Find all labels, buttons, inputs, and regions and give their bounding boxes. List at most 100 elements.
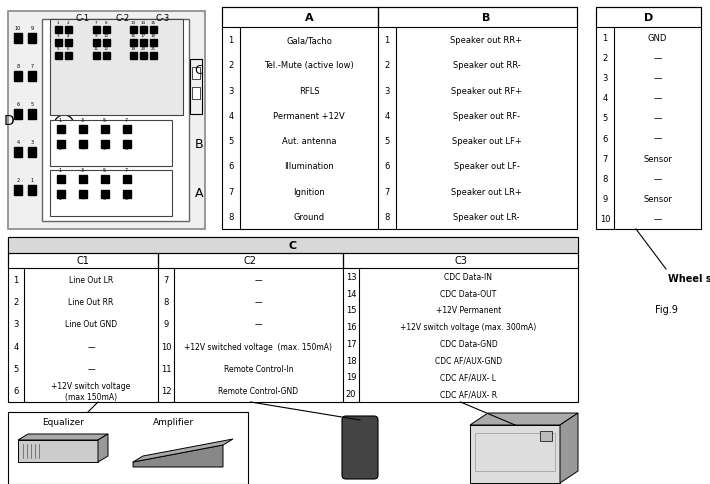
Text: —: —	[87, 342, 95, 351]
Text: 2: 2	[384, 61, 390, 70]
Text: Speaker out LF-: Speaker out LF-	[454, 162, 520, 171]
Bar	[57, 126, 65, 134]
Bar	[150, 40, 157, 47]
Bar	[28, 186, 36, 196]
Text: 1: 1	[58, 167, 62, 173]
Bar	[540, 431, 552, 441]
Bar	[55, 53, 62, 60]
Text: +12V switch voltage
(max 150mA): +12V switch voltage (max 150mA)	[51, 381, 131, 401]
Bar	[28, 34, 36, 44]
Text: Amplifier: Amplifier	[153, 418, 194, 426]
Text: Line Out GND: Line Out GND	[65, 319, 117, 329]
Text: 1: 1	[13, 275, 18, 284]
Bar	[8, 238, 578, 402]
Text: 8: 8	[602, 175, 608, 183]
Bar	[93, 27, 100, 34]
Bar	[50, 171, 172, 216]
Bar	[57, 141, 65, 149]
Bar	[55, 27, 62, 34]
Text: 18: 18	[346, 356, 356, 365]
Text: —: —	[255, 297, 262, 306]
Polygon shape	[18, 434, 108, 440]
Text: 20: 20	[141, 47, 146, 51]
Bar	[28, 148, 36, 158]
Bar	[8, 412, 248, 484]
Text: 5: 5	[57, 47, 60, 51]
Text: 5: 5	[229, 137, 234, 146]
Text: 9: 9	[31, 26, 33, 31]
Text: B: B	[195, 138, 203, 151]
Bar	[79, 126, 87, 134]
Text: 3: 3	[31, 140, 33, 145]
Bar	[103, 53, 110, 60]
Text: +12V switched voltage  (max. 150mA): +12V switched voltage (max. 150mA)	[185, 342, 332, 351]
Text: Speaker out RR+: Speaker out RR+	[451, 36, 523, 45]
Text: 6: 6	[229, 162, 234, 171]
Text: 5: 5	[13, 364, 18, 373]
Text: 8: 8	[124, 196, 128, 200]
Text: 4: 4	[602, 94, 608, 103]
Bar	[28, 72, 36, 82]
Text: 10: 10	[160, 342, 171, 351]
Text: 14: 14	[141, 21, 146, 25]
Bar	[158, 254, 343, 269]
Bar	[55, 40, 62, 47]
Text: RC 06: RC 06	[346, 483, 374, 484]
Bar	[103, 27, 110, 34]
Text: 7: 7	[124, 167, 128, 173]
Bar	[93, 53, 100, 60]
Text: —: —	[653, 54, 662, 62]
Text: 1: 1	[229, 36, 234, 45]
Text: GND: GND	[648, 33, 667, 43]
Text: 7: 7	[163, 275, 169, 284]
Bar	[596, 8, 701, 229]
Text: A: A	[195, 187, 203, 200]
Text: Gala/Tacho: Gala/Tacho	[286, 36, 332, 45]
Polygon shape	[133, 439, 233, 462]
Text: 11: 11	[94, 47, 99, 51]
Text: C1: C1	[77, 256, 89, 266]
Bar	[101, 141, 109, 149]
Text: 18: 18	[151, 34, 155, 38]
Text: 8: 8	[384, 212, 390, 221]
Text: C2: C2	[244, 256, 257, 266]
Text: —: —	[653, 175, 662, 183]
Text: Speaker out RF+: Speaker out RF+	[451, 87, 522, 95]
Text: D: D	[644, 13, 653, 23]
Bar	[192, 88, 200, 100]
Text: CDC AF/AUX-GND: CDC AF/AUX-GND	[435, 356, 502, 365]
Text: RFLS: RFLS	[299, 87, 320, 95]
Text: 3: 3	[80, 167, 84, 173]
Text: 4: 4	[80, 196, 84, 200]
Text: —: —	[255, 275, 262, 284]
Text: 5: 5	[102, 118, 106, 123]
Text: 12: 12	[160, 387, 171, 395]
Bar	[140, 53, 147, 60]
Text: 16: 16	[131, 34, 136, 38]
Text: Speaker out LR+: Speaker out LR+	[451, 187, 522, 196]
Text: Illumination: Illumination	[284, 162, 334, 171]
Text: 2: 2	[229, 61, 234, 70]
Text: 7: 7	[384, 187, 390, 196]
Bar	[192, 68, 200, 80]
Text: —: —	[653, 114, 662, 123]
Text: 3: 3	[229, 87, 234, 95]
Text: 14: 14	[346, 289, 356, 298]
Text: 1: 1	[384, 36, 390, 45]
Text: CDC Data-GND: CDC Data-GND	[439, 339, 498, 348]
Text: 9: 9	[602, 195, 608, 204]
Text: 2: 2	[602, 54, 608, 62]
Text: Fig.9: Fig.9	[655, 304, 678, 314]
Text: —: —	[653, 74, 662, 83]
Bar	[14, 186, 22, 196]
Text: 5: 5	[384, 137, 390, 146]
Text: C: C	[195, 63, 203, 76]
Text: Ignition: Ignition	[293, 187, 325, 196]
Text: 3: 3	[13, 319, 18, 329]
Bar	[378, 8, 577, 28]
Text: CDC AF/AUX- R: CDC AF/AUX- R	[440, 389, 497, 398]
Text: 10: 10	[15, 26, 21, 31]
Bar	[140, 40, 147, 47]
Text: Line Out LR: Line Out LR	[69, 275, 113, 284]
Text: 1: 1	[58, 118, 62, 123]
